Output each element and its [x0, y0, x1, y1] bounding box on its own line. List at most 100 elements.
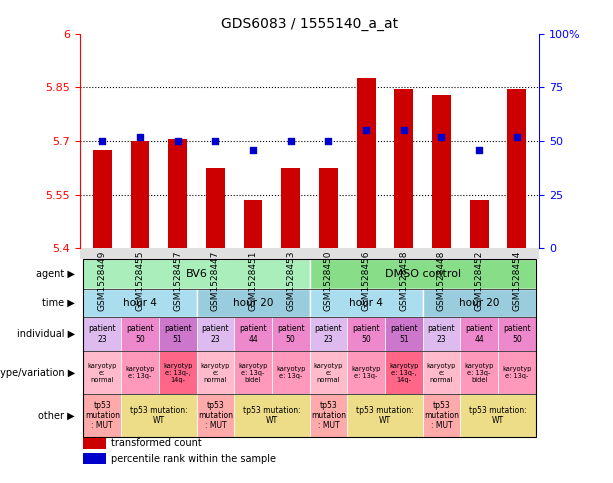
Text: individual ▶: individual ▶: [17, 329, 75, 339]
FancyBboxPatch shape: [234, 394, 310, 437]
FancyBboxPatch shape: [83, 351, 121, 394]
Bar: [357, 78, 376, 248]
FancyBboxPatch shape: [83, 394, 121, 437]
Point: [173, 137, 183, 145]
Text: DMSO control: DMSO control: [384, 269, 461, 279]
Text: genotype/variation ▶: genotype/variation ▶: [0, 368, 75, 378]
Text: hour 20: hour 20: [459, 298, 500, 308]
Text: patient
50: patient 50: [352, 324, 380, 344]
FancyBboxPatch shape: [310, 394, 347, 437]
Text: percentile rank within the sample: percentile rank within the sample: [111, 454, 276, 464]
FancyBboxPatch shape: [197, 394, 234, 437]
Text: time ▶: time ▶: [42, 298, 75, 308]
Point: [210, 137, 220, 145]
FancyBboxPatch shape: [422, 289, 536, 317]
FancyBboxPatch shape: [121, 394, 197, 437]
Text: tp53 mutation:
WT: tp53 mutation: WT: [469, 406, 527, 425]
Text: patient
23: patient 23: [88, 324, 116, 344]
FancyBboxPatch shape: [310, 351, 347, 394]
FancyBboxPatch shape: [83, 317, 121, 351]
FancyBboxPatch shape: [347, 351, 385, 394]
Text: patient
50: patient 50: [503, 324, 531, 344]
Bar: [206, 168, 225, 248]
FancyBboxPatch shape: [460, 394, 536, 437]
Text: tp53
mutation
: MUT: tp53 mutation : MUT: [198, 400, 233, 430]
Text: karyotyp
e: 13q-,
14q-: karyotyp e: 13q-, 14q-: [389, 363, 419, 383]
Text: karyotyp
e: 13q-
bidel: karyotyp e: 13q- bidel: [465, 363, 494, 383]
FancyBboxPatch shape: [83, 289, 197, 317]
Text: patient
23: patient 23: [202, 324, 229, 344]
Text: hour 4: hour 4: [123, 298, 157, 308]
Text: karyotyp
e:
normal: karyotyp e: normal: [200, 363, 230, 383]
FancyBboxPatch shape: [272, 351, 310, 394]
Point: [474, 146, 484, 154]
FancyBboxPatch shape: [385, 351, 422, 394]
Text: patient
44: patient 44: [239, 324, 267, 344]
Bar: [470, 200, 489, 248]
Text: patient
51: patient 51: [164, 324, 191, 344]
Title: GDS6083 / 1555140_a_at: GDS6083 / 1555140_a_at: [221, 17, 398, 31]
Text: karyotyp
e: 13q-: karyotyp e: 13q-: [125, 366, 154, 379]
Text: tp53
mutation
: MUT: tp53 mutation : MUT: [311, 400, 346, 430]
Point: [135, 133, 145, 141]
Text: patient
23: patient 23: [314, 324, 342, 344]
Point: [97, 137, 107, 145]
FancyBboxPatch shape: [310, 259, 536, 289]
FancyBboxPatch shape: [159, 317, 197, 351]
Text: karyotyp
e: 13q-: karyotyp e: 13q-: [276, 366, 305, 379]
FancyBboxPatch shape: [121, 317, 159, 351]
FancyBboxPatch shape: [197, 289, 310, 317]
Text: tp53
mutation
: MUT: tp53 mutation : MUT: [85, 400, 120, 430]
FancyBboxPatch shape: [310, 289, 422, 317]
Point: [361, 127, 371, 134]
FancyBboxPatch shape: [422, 351, 460, 394]
Text: patient
23: patient 23: [428, 324, 455, 344]
Point: [324, 137, 333, 145]
FancyBboxPatch shape: [460, 317, 498, 351]
FancyBboxPatch shape: [498, 351, 536, 394]
Bar: [243, 200, 262, 248]
Text: tp53 mutation:
WT: tp53 mutation: WT: [130, 406, 188, 425]
FancyBboxPatch shape: [197, 351, 234, 394]
Text: karyotyp
e:
normal: karyotyp e: normal: [427, 363, 456, 383]
Text: karyotyp
e:
normal: karyotyp e: normal: [314, 363, 343, 383]
FancyBboxPatch shape: [422, 317, 460, 351]
FancyBboxPatch shape: [83, 438, 107, 449]
Text: other ▶: other ▶: [39, 411, 75, 420]
FancyBboxPatch shape: [272, 317, 310, 351]
FancyBboxPatch shape: [385, 317, 422, 351]
Text: BV6: BV6: [186, 269, 207, 279]
FancyBboxPatch shape: [347, 317, 385, 351]
Text: patient
44: patient 44: [465, 324, 493, 344]
FancyBboxPatch shape: [234, 317, 272, 351]
Text: hour 4: hour 4: [349, 298, 383, 308]
Text: transformed count: transformed count: [111, 439, 202, 448]
Bar: [131, 141, 150, 248]
Text: patient
51: patient 51: [390, 324, 417, 344]
Text: tp53
mutation
: MUT: tp53 mutation : MUT: [424, 400, 459, 430]
Bar: [319, 168, 338, 248]
FancyBboxPatch shape: [83, 259, 310, 289]
FancyBboxPatch shape: [234, 351, 272, 394]
Text: agent ▶: agent ▶: [36, 269, 75, 279]
Point: [248, 146, 258, 154]
Text: hour 20: hour 20: [233, 298, 273, 308]
FancyBboxPatch shape: [121, 351, 159, 394]
Text: karyotyp
e: 13q-
bidel: karyotyp e: 13q- bidel: [238, 363, 268, 383]
FancyBboxPatch shape: [347, 394, 422, 437]
Text: karyotyp
e:
normal: karyotyp e: normal: [88, 363, 117, 383]
FancyBboxPatch shape: [310, 317, 347, 351]
Bar: [168, 139, 187, 248]
FancyBboxPatch shape: [422, 394, 460, 437]
Text: karyotyp
e: 13q-: karyotyp e: 13q-: [502, 366, 531, 379]
Bar: [508, 89, 526, 248]
Point: [512, 133, 522, 141]
Point: [286, 137, 295, 145]
Point: [399, 127, 409, 134]
Bar: [394, 89, 413, 248]
Text: patient
50: patient 50: [126, 324, 154, 344]
FancyBboxPatch shape: [159, 351, 197, 394]
Text: karyotyp
e: 13q-: karyotyp e: 13q-: [351, 366, 381, 379]
Bar: [281, 168, 300, 248]
FancyBboxPatch shape: [498, 317, 536, 351]
